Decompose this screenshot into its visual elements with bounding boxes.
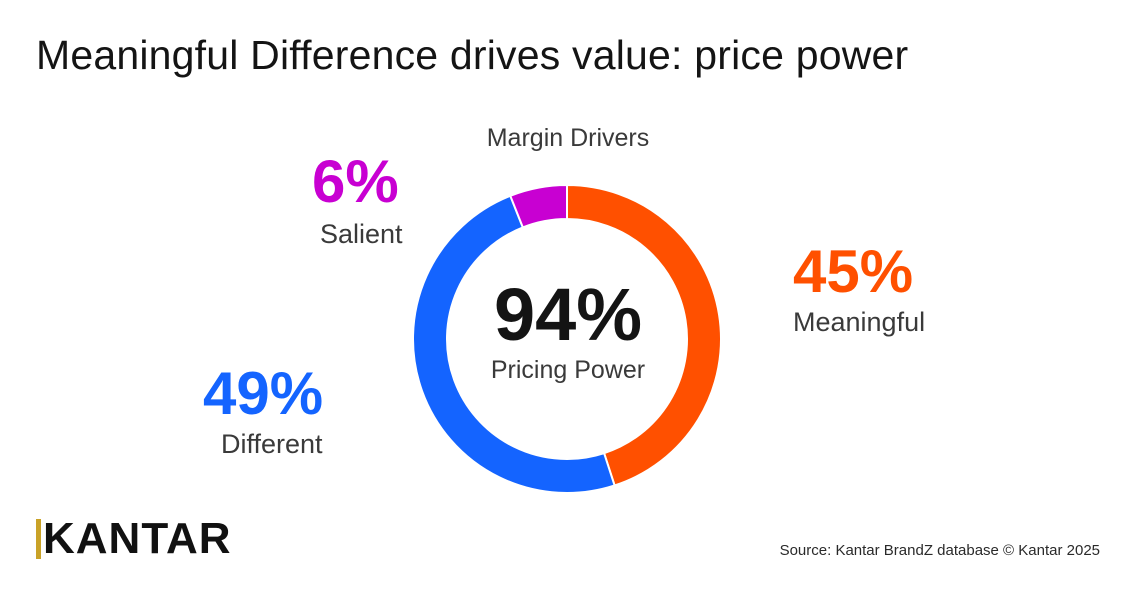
slice-label-different: Different xyxy=(221,429,323,459)
page-title: Meaningful Difference drives value: pric… xyxy=(36,32,909,78)
chart-title: Margin Drivers xyxy=(486,124,650,152)
donut-slice-salient xyxy=(509,183,568,229)
kantar-logo: KANTAR xyxy=(36,517,232,561)
center-value: 94% xyxy=(493,273,643,356)
logo-text: KANTAR xyxy=(43,514,232,563)
donut-slice-different xyxy=(411,194,616,494)
slice-value-salient: 6% xyxy=(312,148,399,215)
slice-value-meaningful: 45% xyxy=(793,238,914,305)
donut-slice-meaningful xyxy=(566,183,722,487)
source-note: Source: Kantar BrandZ database © Kantar … xyxy=(779,542,1100,559)
slice-label-salient: Salient xyxy=(320,219,403,249)
center-label: Pricing Power xyxy=(490,356,646,384)
slice-label-meaningful: Meaningful xyxy=(793,307,926,337)
logo-accent-bar xyxy=(36,519,41,559)
slice-value-different: 49% xyxy=(203,360,324,427)
